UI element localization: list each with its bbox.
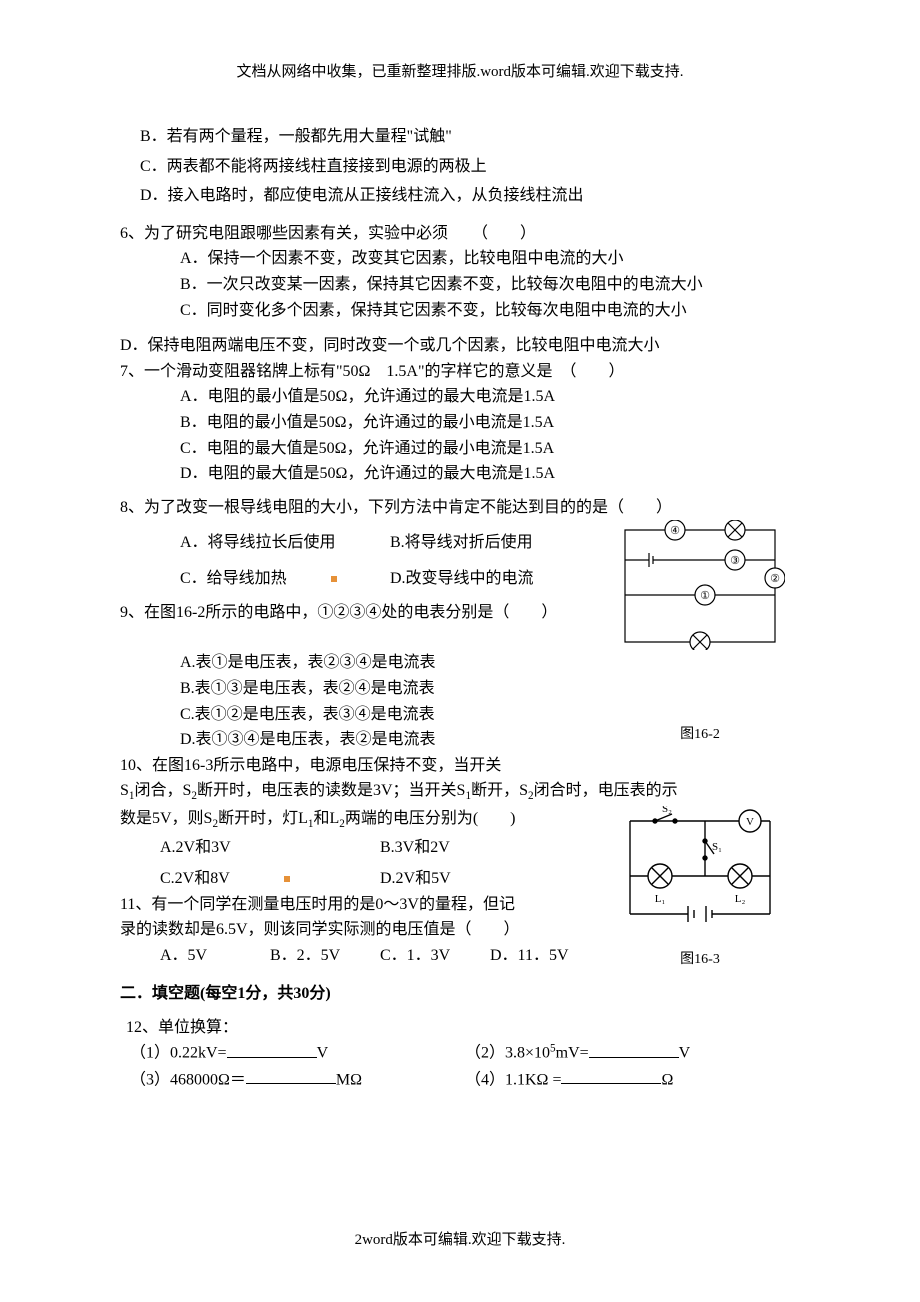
q9-c: C.表①②是电压表，表③④是电流表 bbox=[180, 702, 600, 728]
q6-a: A．保持一个因素不变，改变其它因素，比较电阻中电流的大小 bbox=[180, 246, 800, 272]
q11-stem-1: 11、有一个同学在测量电压时用的是0～3V的量程，但记 bbox=[120, 892, 600, 918]
svg-text:S₁: S₁ bbox=[712, 841, 722, 853]
dot-icon bbox=[331, 576, 337, 582]
fig16-3-label: 图16-3 bbox=[600, 949, 800, 971]
option-d-pre: D．接入电路时，都应使电流从正接线柱流入，从负接线柱流出 bbox=[140, 183, 800, 209]
svg-text:L₂: L₂ bbox=[735, 893, 746, 905]
q11-b: B．2．5V bbox=[270, 943, 380, 969]
q7-c: C．电阻的最大值是50Ω，允许通过的最小电流是1.5A bbox=[180, 436, 800, 462]
q7-d: D．电阻的最大值是50Ω，允许通过的最大电流是1.5A bbox=[180, 461, 800, 487]
q9-stem: 9、在图16-2所示的电路中，①②③④处的电表分别是（ ） bbox=[120, 600, 600, 626]
q7-stem: 7、一个滑动变阻器铭牌上标有"50Ω 1.5A"的字样它的意义是 （ ） bbox=[120, 359, 800, 385]
q6-c: C．同时变化多个因素，保持其它因素不变，比较每次电阻中电流的大小 bbox=[180, 298, 800, 324]
q12-3: （3）468000Ω＝MΩ bbox=[130, 1067, 465, 1093]
svg-text:①: ① bbox=[700, 590, 710, 602]
q8-b: B.将导线对折后使用 bbox=[390, 530, 600, 556]
dot-icon bbox=[284, 876, 290, 882]
q11-a: A．5V bbox=[160, 943, 270, 969]
svg-text:②: ② bbox=[770, 573, 780, 585]
svg-text:S₂: S₂ bbox=[662, 806, 672, 815]
svg-text:L₁: L₁ bbox=[655, 893, 666, 905]
fig16-2-label: 图16-2 bbox=[680, 724, 720, 746]
q11-c: C．1．3V bbox=[380, 943, 490, 969]
q12-title: 12、单位换算： bbox=[126, 1015, 800, 1041]
option-b-pre: B．若有两个量程，一般都先用大量程"试触" bbox=[140, 124, 800, 150]
q12-1: （1）0.22kV=V bbox=[130, 1040, 465, 1066]
page-header: 文档从网络中收集，已重新整理排版.word版本可编辑.欢迎下载支持. bbox=[120, 60, 800, 84]
q7-b: B．电阻的最小值是50Ω，允许通过的最小电流是1.5A bbox=[180, 410, 800, 436]
q8-d: D.改变导线中的电流 bbox=[390, 566, 600, 592]
q7-a: A．电阻的最小值是50Ω，允许通过的最大电流是1.5A bbox=[180, 384, 800, 410]
q12-4: （4）1.1KΩ =Ω bbox=[465, 1067, 800, 1093]
svg-text:③: ③ bbox=[730, 555, 740, 567]
figure-16-2: ④ ③ ① ② bbox=[615, 520, 785, 650]
q8-stem: 8、为了改变一根导线电阻的大小，下列方法中肯定不能达到目的的是（ ） bbox=[120, 495, 800, 521]
q10-stem-2: S1闭合，S2断开时，电压表的读数是3V；当开关S1断开，S2闭合时，电压表的示 bbox=[120, 778, 800, 806]
q11-d: D．11．5V bbox=[490, 943, 600, 969]
section-2-title: 二．填空题(每空1分，共30分) bbox=[120, 981, 800, 1007]
q6-d: D．保持电阻两端电压不变，同时改变一个或几个因素，比较电阻中电流大小 bbox=[120, 333, 800, 359]
q10-d: D.2V和5V bbox=[380, 866, 600, 892]
q9-d: D.表①③④是电压表，表②是电流表 bbox=[180, 727, 600, 753]
q12-2: （2）3.8×105mV=V bbox=[465, 1040, 800, 1066]
q6-b: B．一次只改变某一因素，保持其它因素不变，比较每次电阻中的电流大小 bbox=[180, 272, 800, 298]
q9-b: B.表①③是电压表，表②④是电流表 bbox=[180, 676, 600, 702]
figure-16-3: S₂ V S₁ L₁ L₂ bbox=[610, 806, 790, 926]
svg-text:④: ④ bbox=[670, 525, 680, 537]
q11-stem-2: 录的读数却是6.5V，则该同学实际测的电压值是（ ） bbox=[120, 917, 600, 943]
option-c-pre: C．两表都不能将两接线柱直接接到电源的两极上 bbox=[140, 154, 800, 180]
q9-a: A.表①是电压表，表②③④是电流表 bbox=[180, 650, 600, 676]
q8-c: C．给导线加热 bbox=[180, 566, 390, 592]
svg-text:V: V bbox=[746, 816, 754, 828]
q8-a: A．将导线拉长后使用 bbox=[180, 530, 390, 556]
q10-stem-1: 10、在图16-3所示电路中，电源电压保持不变，当开关 bbox=[120, 753, 800, 779]
q10-b: B.3V和2V bbox=[380, 835, 600, 861]
page-footer: 2word版本可编辑.欢迎下载支持. bbox=[0, 1228, 920, 1252]
q10-a: A.2V和3V bbox=[160, 835, 380, 861]
q6-stem: 6、为了研究电阻跟哪些因素有关，实验中必须 （ ） bbox=[120, 221, 800, 247]
q10-stem-3: 数是5V，则S2断开时，灯L1和L2两端的电压分别为( ) bbox=[120, 806, 600, 834]
q10-c: C.2V和8V bbox=[160, 866, 380, 892]
